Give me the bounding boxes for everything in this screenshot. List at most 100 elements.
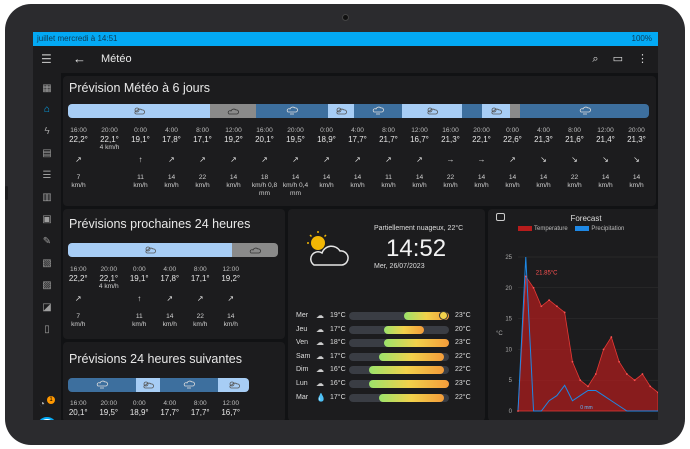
wind-direction-icon: ↑ [138,155,143,164]
wind-direction-icon: ↘ [602,155,609,164]
day-high: 23°C [455,312,471,319]
forecast-temp: 17,1° [193,135,212,144]
wind-direction-icon: ↗ [292,155,299,164]
menu-icon[interactable]: ☰ [41,52,52,66]
forecast-column: 8:00 17,1° ↗ 22 km/h [185,266,216,329]
chart-icon[interactable]: ◪ [42,302,52,313]
weekly-forecast-grid: 16:00 22,2° ↗ 7 km/h 20:00 22,1° 4 km/h 0:00 19,1… [63,127,656,198]
more-vert-icon[interactable]: ⋮ [637,53,648,65]
day-name: Dim [296,366,309,374]
forecast-column: 0:00 19,1° ↑ 11 km/h [125,127,156,198]
forecast-temp: 19,2° [221,274,241,283]
forecast-unit: km/h [350,182,365,189]
forecast-time: 8:00 [193,400,207,407]
weather-description: Partiellement nuageux, 22°C [374,225,464,232]
wrench-icon[interactable]: ✎ [42,236,52,247]
wind-direction-icon: → [477,155,486,164]
day-low: 17°C [330,393,346,401]
forecast-temp: 17,1° [190,274,210,283]
forecast-time: 20:00 [473,127,490,134]
avatar[interactable]: F [37,417,57,420]
clock-date: Mer, 26/07/2023 [374,263,425,270]
notes-icon[interactable]: ▯ [44,324,50,335]
day-high: 22°C [455,393,471,401]
wind-direction-icon [94,293,125,305]
forecast-wind-speed: 14 [322,174,331,181]
forecast-extra [559,144,590,152]
app-bar-actions: ⌕ ▭ ⋮ [578,52,648,66]
chart-legend: Temperature Precipitation [518,226,624,232]
forecast-column: 0:00 18,9° ↗ 14 km/h [311,127,342,198]
forecast-wind-speed: 14 [227,313,235,320]
forecast-unit: km/h [132,321,147,328]
forecast-column: 4:00 17,7° [155,400,186,417]
wind-direction-icon [94,154,125,166]
temperature-point [517,410,519,412]
forecast-column: 4:00 17,8° ↗ 14 km/h [155,266,186,329]
forecast-time: 4:00 [165,127,178,134]
forecast-unit: km/h [567,182,582,189]
daily-row: Jeu ☁ 17°C 20°C [296,324,476,336]
temperature-point [602,348,605,351]
forecast-extra [590,144,621,152]
energy-icon[interactable]: ϟ [44,126,50,137]
forecast-time: 12:00 [411,127,428,134]
chat-icon[interactable]: ▭ [612,53,623,65]
y-tick-label: 20 [505,286,512,292]
map-icon[interactable]: ▧ [42,258,52,269]
home-icon[interactable]: ⌂ [43,104,51,115]
legend-temp-label: Temperature [534,226,568,233]
rain-drop-icon: 💧 [316,392,326,402]
next-24h-card: Prévisions prochaines 24 heures 16:00 22,… [63,209,285,339]
logbook-icon[interactable]: ▤ [42,148,52,159]
dashboard-icon[interactable]: ▦ [42,83,52,94]
list-icon[interactable]: ☰ [42,170,52,181]
forecast-extra [124,283,155,291]
back-arrow-icon[interactable]: ← [73,51,86,66]
y-tick-label: 10 [505,347,512,353]
temperature-point [641,373,644,375]
forecast-column: 4:00 21,3° ↘ 14 km/h [528,127,559,198]
search-icon[interactable]: ⌕ [592,53,599,65]
notifications-icon[interactable]: ◔ 1 [39,396,55,410]
forecast-temp: 17,7° [190,408,210,417]
wind-direction-icon: ↗ [261,155,268,164]
status-left: juillet mercredi à 14:51 [37,34,118,43]
forecast-column: 8:00 21,7° ↗ 11 km/h [373,127,404,198]
forecast-column: 20:00 21,3° ↘ 14 km/h [621,127,652,198]
media-icon[interactable]: ▨ [42,280,52,291]
forecast-unit: km/h [536,182,551,189]
day-low: 16°C [330,380,346,387]
forecast-temp: 18,9° [317,135,336,144]
forecast-column: 4:00 17,8° ↗ 14 km/h [156,127,187,198]
forecast-wind-speed: 14 [601,174,610,181]
forecast-extra [311,144,342,152]
precipitation-line [517,256,658,412]
rain-icon [286,106,298,115]
y-tick-label: 25 [505,255,512,261]
status-bar: juillet mercredi à 14:51 100% [33,32,658,46]
forecast-unit: km/h [319,182,334,189]
legend-temp-swatch [518,226,532,231]
calendar-icon[interactable]: ▣ [42,214,52,225]
cloudy-icon [227,108,239,115]
cloud-icon: ☁ [316,351,324,361]
forecast-column: 12:00 21,4° ↘ 14 km/h [590,127,621,198]
screen: juillet mercredi à 14:51 100% ☰ ← Météo … [33,32,658,420]
temp-range-track [349,352,449,361]
temperature-point [618,360,621,363]
forecast-wind-speed: 22 [196,313,204,320]
chart-refresh-icon[interactable] [496,213,505,221]
forecast-column: 12:00 19,2° ↗ 14 km/h [216,266,247,329]
forecast-chart-card: Forecast Temperature Precipitation 25 20 1… [488,209,658,420]
wind-direction-icon: ↘ [633,155,640,164]
temp-range-fill [384,339,449,348]
forecast-temp: 22,2° [68,274,88,283]
forecast-time: 8:00 [196,127,209,134]
forecast-wind-speed: 22 [570,174,579,181]
forecast-temp: 21,6° [565,135,584,144]
history-icon[interactable]: ▥ [42,192,52,203]
forecast-time: 12:00 [222,266,239,273]
temp-range-track [349,311,449,320]
forecast-column: 20:00 19,5° ↗ 14 km/h 0,4 mm [280,127,311,198]
